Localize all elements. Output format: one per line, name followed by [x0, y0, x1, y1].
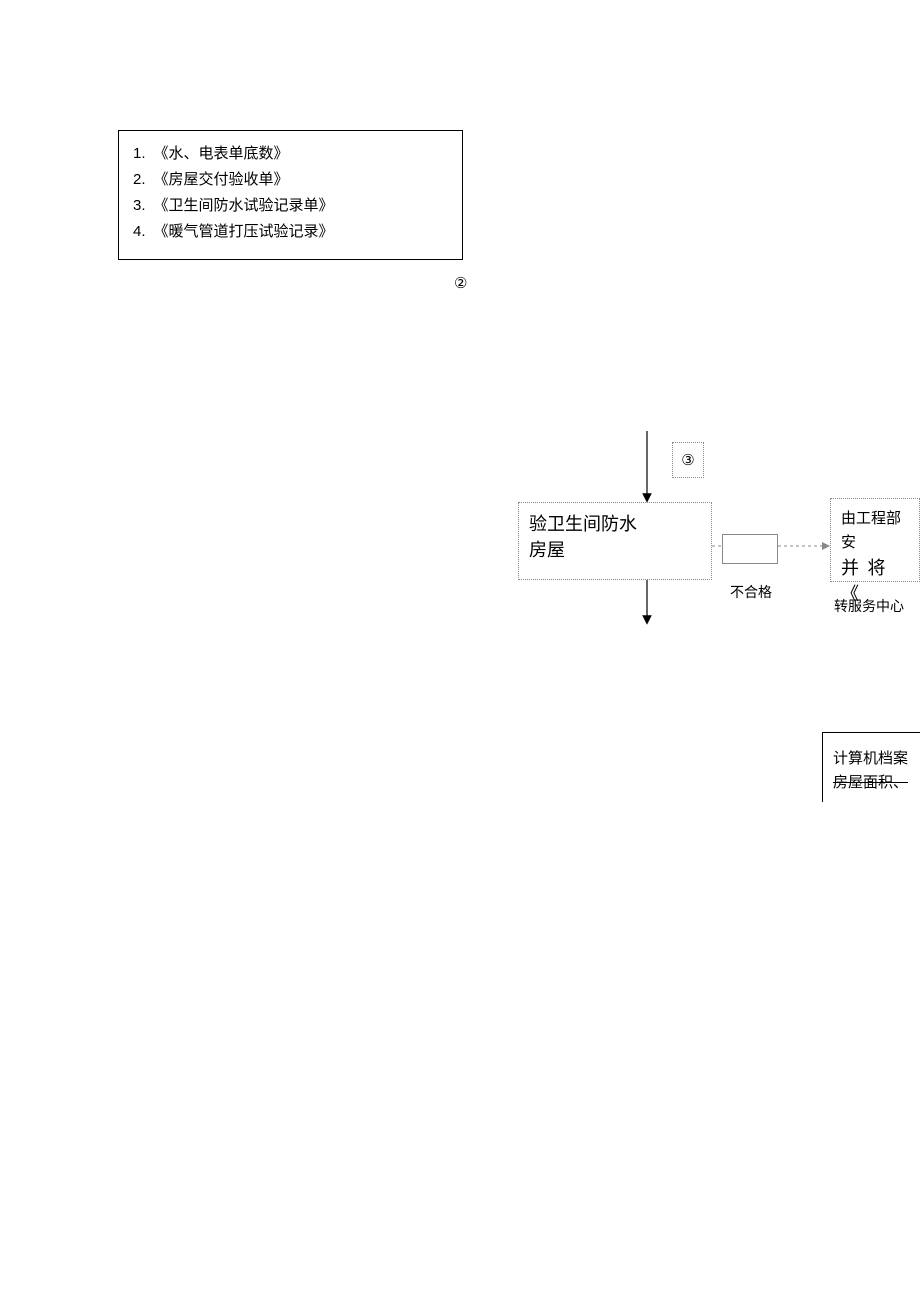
step-2-marker: ②: [454, 274, 467, 293]
archive-box: 计算机档案 房屋面积、: [822, 732, 920, 802]
arrow-down-from-flow: [637, 580, 657, 624]
document-list-item: 3.《卫生间防水试验记录单》: [133, 193, 448, 219]
step-3-marker: ③: [681, 451, 694, 470]
document-list: 1.《水、电表单底数》2.《房屋交付验收单》3.《卫生间防水试验记录单》4.《暖…: [133, 141, 448, 245]
flow-step-waterproof: 验卫生间防水 房屋: [518, 502, 712, 580]
document-list-item: 4.《暖气管道打压试验记录》: [133, 219, 448, 245]
archive-line2: 房屋面积、: [833, 771, 910, 795]
connector-box: [722, 534, 778, 564]
label-transfer: 转服务中心: [834, 596, 904, 616]
arrow-down-to-flow: [637, 431, 657, 502]
document-list-item: 2.《房屋交付验收单》: [133, 167, 448, 193]
right-action-box: 由工程部安 并 将 《: [830, 498, 920, 582]
document-list-item: 1.《水、电表单底数》: [133, 141, 448, 167]
step-3-marker-box: ③: [672, 442, 704, 478]
archive-line1: 计算机档案: [833, 747, 910, 771]
right-box-line1: 由工程部安: [841, 507, 909, 555]
flow-text-line2: 房屋: [529, 537, 701, 563]
document-list-box: 1.《水、电表单底数》2.《房屋交付验收单》3.《卫生间防水试验记录单》4.《暖…: [118, 130, 463, 260]
flow-text-line1: 验卫生间防水: [529, 511, 701, 537]
label-fail: 不合格: [730, 582, 772, 602]
